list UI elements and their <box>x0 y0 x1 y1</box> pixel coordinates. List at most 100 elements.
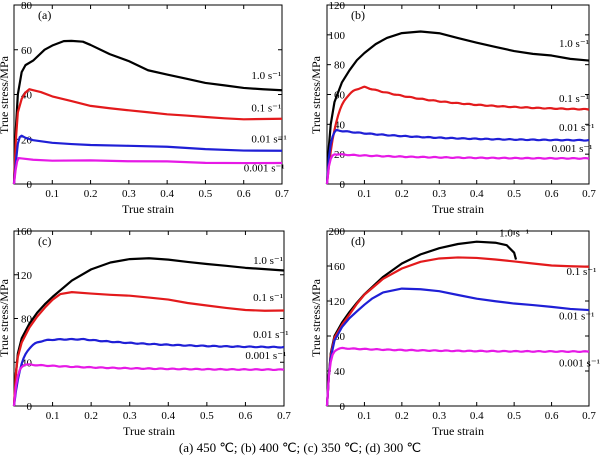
panel-tag: (b) <box>351 8 365 22</box>
panel-b: 0.1 0.2 0.3 0.4 0.5 0.6 0.7020406080100120True… <box>309 0 596 216</box>
y-tick-label: 40 <box>334 366 346 378</box>
y-tick-label: 160 <box>329 261 346 273</box>
y-tick-label: 20 <box>21 134 33 146</box>
x-tick-label: 0.6 <box>237 188 251 200</box>
x-tick-label: 0.5 <box>507 410 521 422</box>
panel-tag: (c) <box>38 234 51 248</box>
y-tick-label: 100 <box>329 30 346 42</box>
panel-tag: (d) <box>351 234 365 248</box>
series-line <box>12 134 283 185</box>
series-line <box>12 337 285 407</box>
panel-c: 0.1 0.2 0.3 0.4 0.5 0.6 0.7 0 40 80 120 160 True str… <box>0 226 291 438</box>
y-tick-label: 80 <box>21 0 33 12</box>
y-tick-label: 40 <box>21 90 33 102</box>
y-tick-label: 0 <box>27 179 33 191</box>
series-label: 0.01 s⁻¹ <box>253 329 288 341</box>
y-tick-label: 0 <box>27 401 33 413</box>
series-line <box>325 30 590 185</box>
y-tick-label: 80 <box>334 331 346 343</box>
panel-d: 0.1 0.2 0.3 0.4 0.5 0.6 0.7 0 40 80 120 160 200 True … <box>309 226 600 438</box>
x-axis-title: True strain <box>122 202 174 216</box>
x-tick-label: 0.3 <box>122 188 136 200</box>
series-line <box>325 240 518 407</box>
series-line <box>12 88 283 185</box>
x-tick-label: 0.2 <box>84 410 98 422</box>
y-tick-label: 40 <box>21 357 33 369</box>
figure-caption: (a) 450 ℃; (b) 400 ℃; (c) 350 ℃; (d) 300… <box>178 440 422 455</box>
series-line <box>325 128 590 185</box>
x-tick-label: 0.4 <box>470 410 484 422</box>
series-line <box>325 85 590 185</box>
x-tick-label: 0.5 <box>507 188 521 200</box>
x-tick-label: 0.3 <box>432 188 446 200</box>
x-tick-label: 0.7 <box>275 188 289 200</box>
y-tick-label: 60 <box>21 45 33 57</box>
x-tick-label: 0.1 <box>358 410 372 422</box>
y-tick-label: 60 <box>334 90 346 102</box>
series-line <box>12 39 283 185</box>
series-line <box>325 153 590 185</box>
plot-frame <box>326 230 590 407</box>
series-line <box>12 157 283 185</box>
series-label: 0.1 s⁻¹ <box>567 266 597 278</box>
x-tick-label: 0.1 <box>358 188 372 200</box>
series-label: 0.001 s⁻¹ <box>552 143 593 155</box>
x-tick-label: 0.5 <box>199 188 213 200</box>
series-label: 0.01 s⁻¹ <box>559 310 594 322</box>
series-label: 1.0 s⁻¹ <box>251 70 281 82</box>
y-axis-title: True stress/MPa <box>309 55 323 134</box>
x-tick-label: 0.7 <box>582 188 596 200</box>
y-tick-label: 80 <box>21 314 33 326</box>
series-label: 1.0 s⁻¹ <box>253 255 283 267</box>
y-tick-label: 120 <box>329 0 346 12</box>
series-label: 0.1 s⁻¹ <box>253 292 283 304</box>
series-label: 1.0 s⁻¹ <box>499 227 529 239</box>
series-line <box>325 346 590 407</box>
series-label: 0.1 s⁻¹ <box>251 102 281 114</box>
x-tick-label: 0.6 <box>545 188 559 200</box>
series-label: 0.001 s⁻¹ <box>559 358 600 370</box>
y-tick-label: 80 <box>334 60 346 72</box>
series-label: 1.0 s⁻¹ <box>559 38 589 50</box>
series-label: 0.001 s⁻¹ <box>245 350 286 362</box>
x-tick-label: 0.7 <box>277 410 291 422</box>
y-axis-title: True stress/MPa <box>0 55 11 134</box>
y-axis-title: True stress/MPa <box>0 278 11 357</box>
series-label: 0.001 s⁻¹ <box>244 163 285 175</box>
x-tick-label: 0.5 <box>200 410 214 422</box>
x-tick-label: 0.3 <box>432 410 446 422</box>
x-axis-title: True strain <box>432 424 484 438</box>
series-line <box>12 257 285 407</box>
plot-frame <box>13 4 283 185</box>
y-tick-label: 0 <box>340 179 346 191</box>
series-line <box>12 291 285 407</box>
series-label: 0.01 s⁻¹ <box>251 134 286 146</box>
x-tick-label: 0.2 <box>395 188 409 200</box>
x-axis-title: True strain <box>432 202 484 216</box>
series-line <box>325 256 590 407</box>
x-tick-label: 0.6 <box>239 410 253 422</box>
x-tick-label: 0.1 <box>45 188 59 200</box>
x-tick-label: 0.3 <box>123 410 137 422</box>
panel-tag: (a) <box>38 8 51 22</box>
series-line <box>12 363 285 407</box>
y-tick-label: 120 <box>329 296 346 308</box>
x-tick-label: 0.2 <box>84 188 98 200</box>
x-tick-label: 0.1 <box>46 410 60 422</box>
y-tick-label: 120 <box>16 270 33 282</box>
x-axis-title: True strain <box>123 424 175 438</box>
series-line <box>325 287 590 407</box>
series-label: 0.1 s⁻¹ <box>559 93 589 105</box>
x-tick-label: 0.4 <box>470 188 484 200</box>
series-label: 0.01 s⁻¹ <box>559 122 594 134</box>
y-axis-title: True stress/MPa <box>309 278 323 357</box>
y-tick-label: 160 <box>16 226 33 238</box>
y-tick-label: 200 <box>329 226 346 238</box>
x-tick-label: 0.4 <box>161 410 175 422</box>
x-tick-label: 0.7 <box>582 410 596 422</box>
x-tick-label: 0.4 <box>160 188 174 200</box>
y-tick-label: 40 <box>334 119 346 131</box>
panel-a: 0.1 0.2 0.3 0.4 0.5 0.6 0.7 0 20 40 60 80 True strai… <box>0 0 289 216</box>
x-tick-label: 0.2 <box>395 410 409 422</box>
